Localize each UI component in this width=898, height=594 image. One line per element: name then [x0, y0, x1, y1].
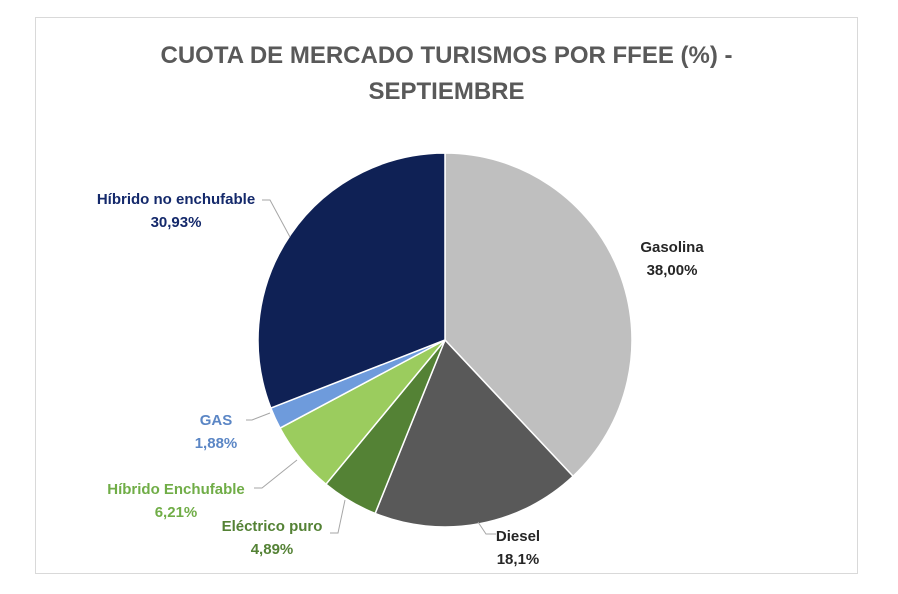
leader-line-diesel: [477, 521, 496, 535]
data-label-name: Híbrido no enchufable: [97, 191, 255, 208]
chart-title-line-1: CUOTA DE MERCADO TURISMOS POR FFEE (%) -: [160, 42, 733, 69]
data-label-value: 6,21%: [155, 504, 198, 521]
data-label-name: Diesel: [496, 528, 540, 545]
data-label-value: 1,88%: [195, 435, 238, 452]
leader-line-hibrido-no-enchufable: [262, 199, 291, 238]
leader-line-hibrido-enchufable: [254, 459, 298, 489]
chart-title-line-2: SEPTIEMBRE: [368, 78, 525, 105]
data-label-electrico-puro: Eléctrico puro 4,89%: [222, 518, 323, 558]
data-label-name: Híbrido Enchufable: [107, 481, 245, 498]
data-label-diesel: Diesel 18,1%: [496, 528, 540, 568]
data-label-name: Gasolina: [640, 239, 704, 256]
data-label-value: 18,1%: [497, 551, 540, 568]
leader-line-electrico-puro: [330, 499, 346, 534]
data-label-value: 4,89%: [251, 541, 294, 558]
data-label-name: GAS: [200, 412, 233, 429]
pie-slice-gasolina: [444, 152, 633, 478]
data-label-value: 30,93%: [151, 214, 202, 231]
data-label-name: Eléctrico puro: [222, 518, 323, 535]
data-label-gas: GAS 1,88%: [195, 412, 238, 452]
pie-slice-hibrido-no-enchufable: [257, 152, 446, 410]
data-label-hibrido-enchufable: Híbrido Enchufable 6,21%: [107, 481, 245, 521]
data-label-hibrido-no-enchufable: Híbrido no enchufable 30,93%: [97, 191, 255, 231]
data-label-gasolina: Gasolina 38,00%: [640, 239, 704, 279]
leader-line-gas: [246, 412, 271, 421]
data-label-value: 38,00%: [647, 262, 698, 279]
chart-title: CUOTA DE MERCADO TURISMOS POR FFEE (%) -…: [36, 38, 857, 110]
